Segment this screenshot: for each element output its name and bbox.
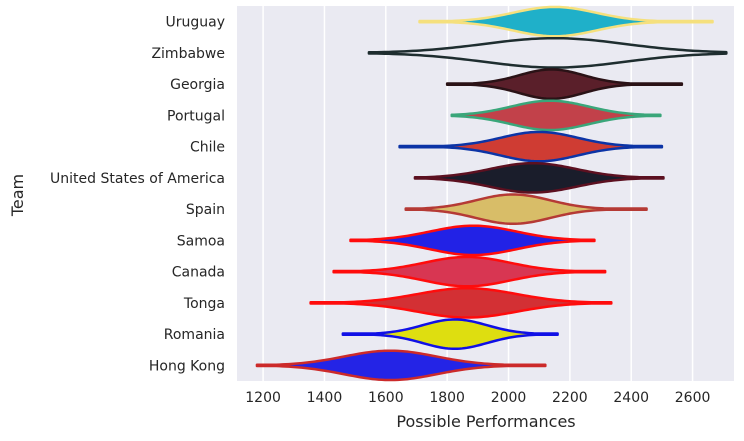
y-tick-label: Georgia [170, 77, 225, 93]
violin-zimbabwe [367, 36, 728, 69]
violins [255, 5, 728, 382]
plot-background [237, 6, 734, 381]
violin-chile [398, 130, 664, 163]
y-tick-label: Samoa [177, 233, 225, 249]
x-tick-label: 1600 [368, 390, 404, 406]
violin-hong-kong [255, 349, 547, 382]
y-tick-label: Portugal [167, 108, 225, 124]
x-tick-label: 1200 [245, 390, 281, 406]
y-tick-label: Chile [190, 140, 225, 156]
y-tick-label: Hong Kong [149, 358, 225, 374]
y-tick-label: United States of America [50, 171, 225, 187]
violin-united-states-of-america [413, 161, 665, 194]
y-tick-label: Canada [172, 265, 225, 281]
y-tick-label: Tonga [183, 296, 225, 312]
violin-georgia [445, 68, 684, 101]
x-axis-label: Possible Performances [396, 412, 575, 431]
y-tick-label: Spain [186, 202, 225, 218]
x-tick-label: 2200 [552, 390, 588, 406]
y-tick-labels: Uruguay Zimbabwe Georgia Portugal Chile Unite… [50, 15, 225, 375]
violin-canada [332, 255, 607, 288]
violin-tonga [309, 286, 613, 319]
x-tick-labels: 1200 1400 1600 1800 2000 2200 2400 2600 [245, 390, 710, 406]
x-tick-label: 1400 [307, 390, 343, 406]
violin-uruguay [418, 5, 714, 38]
x-tick-label: 2000 [491, 390, 527, 406]
y-tick-label: Uruguay [166, 15, 226, 31]
x-tick-label: 2600 [675, 390, 711, 406]
y-tick-label: Zimbabwe [151, 46, 225, 62]
violin-samoa [349, 224, 596, 257]
grid-lines [262, 6, 694, 381]
violin-portugal [450, 99, 662, 132]
violin-romania [341, 318, 559, 351]
x-tick-label: 1800 [429, 390, 465, 406]
violin-spain [404, 193, 648, 226]
x-tick-label: 2400 [613, 390, 649, 406]
y-tick-label: Romania [164, 327, 225, 343]
y-axis-label: Team [8, 174, 27, 217]
